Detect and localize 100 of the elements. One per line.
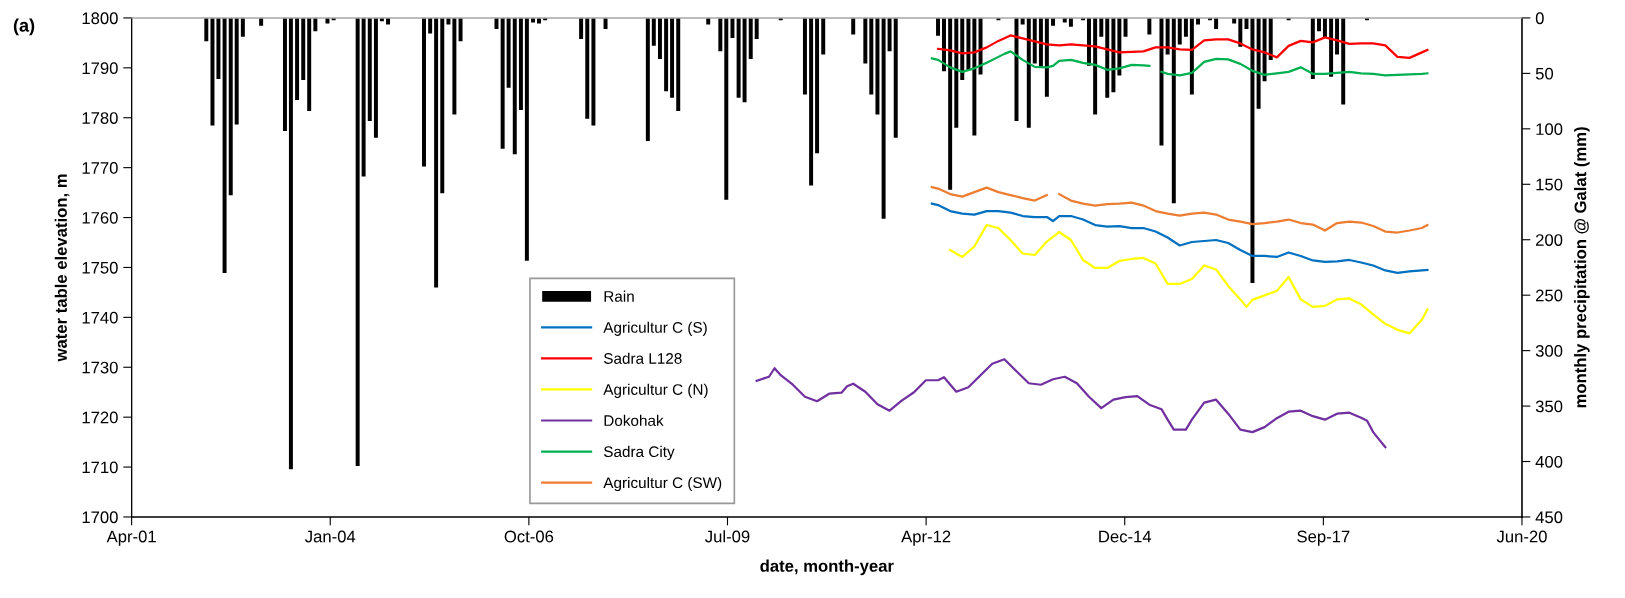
bar [1329, 17, 1334, 77]
x-tick-label: Jun-20 [1496, 530, 1547, 543]
bar [887, 17, 892, 52]
bar [960, 17, 965, 81]
bar [1086, 17, 1091, 66]
bar [1105, 17, 1110, 98]
bar [1196, 17, 1201, 25]
bar [367, 17, 372, 122]
y2-tick-label: 50 [1535, 67, 1554, 80]
bar [282, 17, 287, 132]
bar [428, 17, 433, 34]
bar [754, 17, 759, 40]
y-tick-label: 1760 [82, 211, 118, 224]
bar [512, 17, 517, 155]
y-tick-label: 1780 [82, 112, 118, 124]
bar [210, 17, 215, 126]
legend-label: Agricultur C (N) [603, 383, 708, 398]
y-tick-label: 1800 [82, 12, 118, 25]
bar [875, 17, 880, 115]
bar [972, 17, 977, 136]
bar [1038, 17, 1043, 68]
chart-title: (a) [13, 18, 35, 36]
bar [355, 17, 360, 466]
x-tick-label: Apr-01 [106, 530, 156, 546]
x-tick-label: Oct-06 [504, 530, 554, 543]
bar [1032, 17, 1037, 64]
bar [1341, 17, 1346, 105]
y-axis-title: water table elevation, m [54, 174, 70, 362]
bar [1177, 17, 1182, 45]
y2-axis-title: monthly precipitation @ Galat (mm) [1574, 127, 1590, 408]
bar [706, 17, 711, 25]
x-tick-label: Sep-17 [1297, 530, 1350, 546]
bar [1117, 17, 1122, 76]
y-tick-label: 1700 [82, 511, 118, 524]
bar [313, 17, 318, 32]
bar [422, 17, 426, 167]
bar [452, 17, 457, 115]
x-axis-title: date, month-year [760, 559, 894, 576]
legend-label: Sadra City [603, 445, 675, 461]
y-tick-label: 1730 [82, 361, 118, 374]
bar [240, 17, 245, 37]
bar [1111, 17, 1116, 93]
bar [851, 17, 856, 35]
y2-tick-label: 300 [1535, 345, 1563, 357]
bar [228, 17, 233, 196]
y-tick-label: 1790 [82, 62, 118, 75]
y-tick-label: 1720 [82, 411, 118, 424]
bar [893, 17, 898, 138]
line-series [936, 34, 1429, 59]
bar [579, 17, 584, 40]
bar [386, 17, 391, 25]
bar [500, 17, 505, 149]
y-tick-label: 1750 [82, 261, 118, 274]
bar [1262, 17, 1267, 82]
bar [591, 17, 596, 126]
bar [506, 17, 511, 88]
bar [966, 17, 971, 71]
y-tick-label: 1710 [82, 461, 118, 474]
bar [670, 17, 675, 98]
bar [1183, 17, 1188, 37]
bar [1099, 17, 1104, 37]
legend-label: Agricultur C (S) [603, 321, 707, 336]
y2-tick-label: 150 [1536, 178, 1563, 191]
bar [651, 17, 656, 46]
y2-tick-label: 100 [1536, 123, 1563, 136]
bar [1317, 17, 1321, 32]
bar [1093, 17, 1098, 115]
bar [216, 17, 221, 79]
bar [1044, 17, 1049, 97]
legend-label: Agricultur C (SW) [603, 476, 722, 492]
bar [1020, 17, 1025, 25]
bar [1238, 17, 1243, 47]
legend-label: Sadra L128 [603, 352, 682, 364]
bar [603, 17, 608, 30]
bar [809, 17, 814, 186]
bar [222, 17, 227, 273]
line-series [930, 202, 1429, 275]
bar [954, 17, 959, 128]
x-tick-label: Jan-04 [305, 530, 356, 543]
bar [936, 17, 941, 36]
bar [458, 17, 463, 42]
bar [657, 17, 662, 59]
bar [863, 17, 868, 64]
bar [881, 17, 886, 219]
bar [373, 17, 378, 138]
bar [1026, 17, 1031, 128]
bar [736, 17, 741, 98]
bar [1310, 17, 1315, 79]
bar [869, 17, 874, 95]
bar [440, 17, 445, 194]
bar [1214, 17, 1219, 30]
bar [1159, 17, 1164, 146]
bar [434, 17, 439, 288]
bar [1256, 17, 1261, 109]
y-tick-label: 1740 [82, 311, 118, 324]
y2-tick-label: 450 [1535, 511, 1563, 524]
bar [724, 17, 729, 200]
bar [948, 17, 953, 190]
bar [1335, 17, 1340, 55]
y2-tick-label: 200 [1536, 234, 1563, 246]
